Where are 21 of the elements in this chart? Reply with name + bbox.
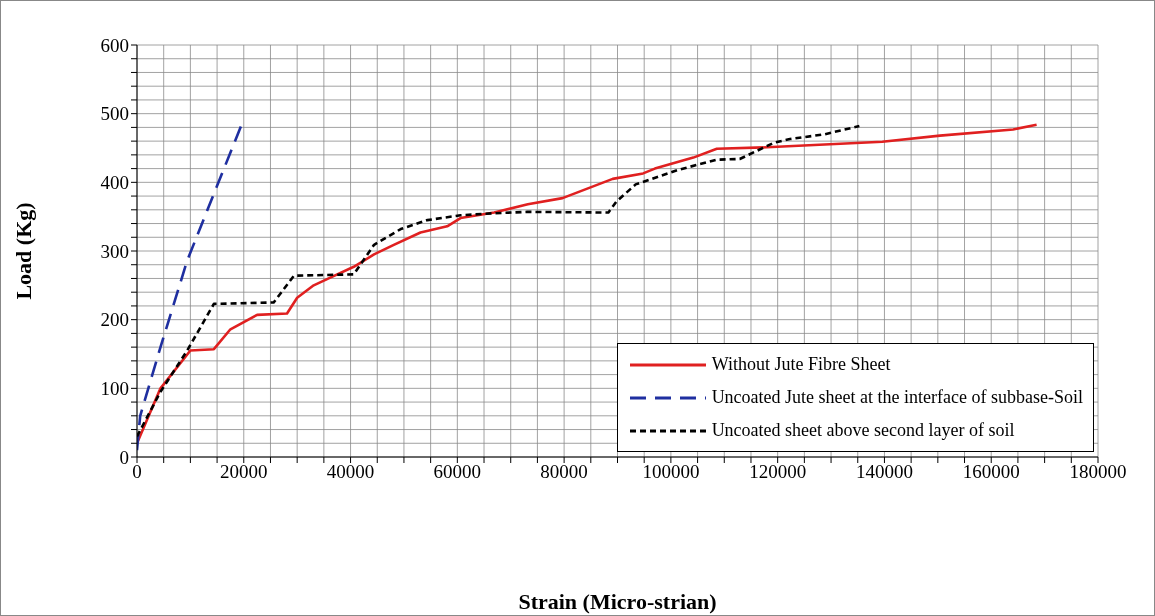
x-tick-label: 160000 bbox=[962, 461, 1020, 483]
legend-label: Without Jute Fibre Sheet bbox=[711, 354, 891, 375]
y-tick-label: 600 bbox=[100, 34, 129, 56]
x-tick-label: 100000 bbox=[642, 461, 700, 483]
x-tick-label: 20000 bbox=[220, 461, 268, 483]
legend-label: Uncoated sheet above second layer of soil bbox=[711, 420, 1015, 441]
y-axis-title: Load (Kg) bbox=[10, 202, 36, 300]
y-tick-label: 400 bbox=[100, 172, 129, 194]
y-tick-label: 500 bbox=[100, 103, 129, 125]
x-tick-label: 140000 bbox=[855, 461, 913, 483]
x-tick-label: 40000 bbox=[326, 461, 375, 483]
x-tick-label: 80000 bbox=[540, 461, 588, 483]
x-tick-label: 180000 bbox=[1069, 461, 1127, 483]
y-tick-label: 200 bbox=[100, 309, 129, 331]
x-tick-label: 120000 bbox=[749, 461, 807, 483]
legend-label: Uncoated Jute sheet at the interface of subbase-Soil bbox=[711, 387, 1083, 408]
y-tick-label: 0 bbox=[119, 446, 129, 468]
y-tick-label: 300 bbox=[100, 240, 129, 262]
x-axis-title: Strain (Micro-strian) bbox=[518, 589, 717, 614]
y-tick-label: 100 bbox=[100, 378, 129, 400]
x-tick-label: 60000 bbox=[433, 461, 482, 483]
